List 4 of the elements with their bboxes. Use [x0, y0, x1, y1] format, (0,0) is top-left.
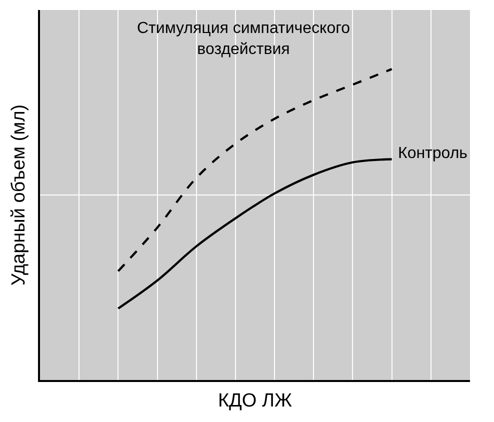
y-axis-title: Ударный объем (мл) [8, 104, 30, 286]
series-label: Стимуляция симпатического воздействия [137, 20, 350, 58]
x-axis-title: КДО ЛЖ [218, 390, 292, 412]
series-label: Контроль [398, 145, 468, 162]
